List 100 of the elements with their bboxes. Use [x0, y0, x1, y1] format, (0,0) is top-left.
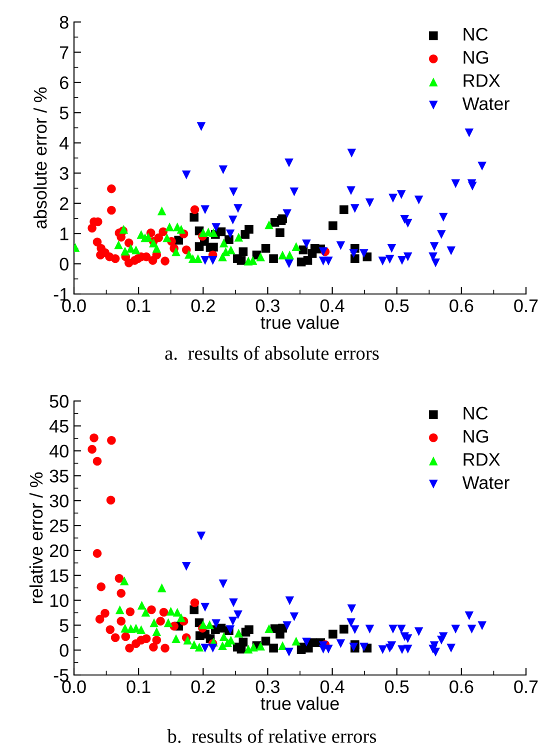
x-tick-label: 0.5	[385, 680, 409, 694]
point	[205, 620, 214, 630]
point	[208, 644, 218, 652]
point	[172, 608, 182, 617]
point	[360, 249, 368, 258]
point	[216, 227, 226, 236]
point	[228, 216, 238, 224]
x-tick-label: 0.6	[450, 299, 474, 312]
point	[292, 636, 301, 646]
point	[431, 258, 440, 268]
point	[142, 634, 151, 644]
y-axis-title: relative error / %	[29, 472, 43, 604]
point	[468, 182, 477, 190]
point	[261, 244, 270, 253]
x-tick-label: 0.7	[514, 680, 538, 694]
point	[302, 638, 311, 647]
x-tick-label: 0.2	[191, 299, 215, 312]
point	[120, 576, 129, 586]
point	[219, 238, 228, 248]
point	[284, 158, 294, 168]
y-axis-title: absolute error / %	[33, 87, 47, 228]
y-tick-label: 1	[60, 228, 68, 240]
y-tick-label: 20	[50, 544, 68, 558]
point	[238, 247, 248, 256]
point	[115, 605, 124, 614]
point	[141, 608, 150, 617]
point	[107, 184, 116, 194]
point	[182, 170, 191, 180]
legend-label: Water	[462, 476, 510, 490]
x-tick-label: 0.0	[62, 680, 86, 694]
point	[147, 605, 156, 614]
point	[164, 618, 173, 628]
point	[478, 621, 486, 630]
y-tick-label: 15	[50, 569, 68, 582]
y-tick-label: 4	[60, 137, 69, 150]
point	[92, 238, 102, 246]
point	[172, 634, 180, 644]
y-tick-label: 5	[60, 106, 68, 120]
x-tick-label: 0.2	[191, 680, 215, 694]
y-tick-label: 8	[60, 16, 68, 29]
point	[346, 618, 356, 628]
y-tick-label: 5	[60, 619, 68, 632]
y-tick-label: -5	[54, 669, 68, 682]
y-tick-label: 10	[50, 594, 68, 607]
point	[285, 250, 294, 260]
point	[190, 205, 200, 214]
point	[124, 238, 134, 248]
point	[340, 205, 348, 214]
point	[226, 245, 236, 254]
point	[328, 221, 338, 230]
point	[403, 252, 412, 262]
point	[276, 228, 284, 238]
point	[88, 444, 96, 454]
point	[464, 128, 474, 138]
x-tick-label: 0.6	[450, 680, 474, 694]
point	[388, 194, 398, 203]
legend-label: NG	[464, 50, 488, 64]
point	[285, 596, 294, 606]
legend-label: NG	[464, 430, 488, 443]
point	[324, 256, 333, 266]
point	[100, 608, 110, 618]
legend-label: RDX	[464, 453, 500, 466]
point	[387, 244, 396, 253]
y-tick-label: 6	[60, 76, 68, 90]
point	[183, 636, 192, 645]
point	[95, 614, 104, 624]
y-tick-label: 45	[49, 420, 68, 433]
legend-label: Water	[462, 97, 510, 110]
point	[92, 456, 102, 466]
point	[430, 242, 439, 251]
point	[159, 608, 168, 617]
point	[347, 604, 356, 614]
x-tick-label: 0.1	[126, 299, 150, 312]
point	[378, 645, 388, 654]
point	[200, 205, 210, 214]
point	[396, 190, 406, 199]
point	[160, 256, 170, 266]
point	[290, 612, 299, 622]
point	[478, 162, 486, 171]
point	[264, 220, 274, 230]
point	[107, 206, 116, 215]
point	[172, 247, 180, 256]
y-tick-label: 0	[60, 644, 68, 657]
point	[162, 233, 172, 242]
point	[264, 624, 274, 634]
x-tick-label: 0.4	[320, 680, 344, 694]
point	[218, 165, 228, 174]
point	[196, 532, 206, 540]
point	[160, 644, 170, 652]
x-tick-label: 0.1	[126, 680, 150, 694]
legend-label: NC	[464, 28, 488, 41]
point	[194, 642, 204, 652]
point	[350, 254, 360, 264]
point	[190, 212, 198, 222]
point	[149, 642, 158, 652]
point	[110, 633, 120, 642]
point	[256, 252, 266, 262]
point	[165, 222, 174, 232]
point	[96, 582, 106, 592]
point	[290, 187, 299, 196]
